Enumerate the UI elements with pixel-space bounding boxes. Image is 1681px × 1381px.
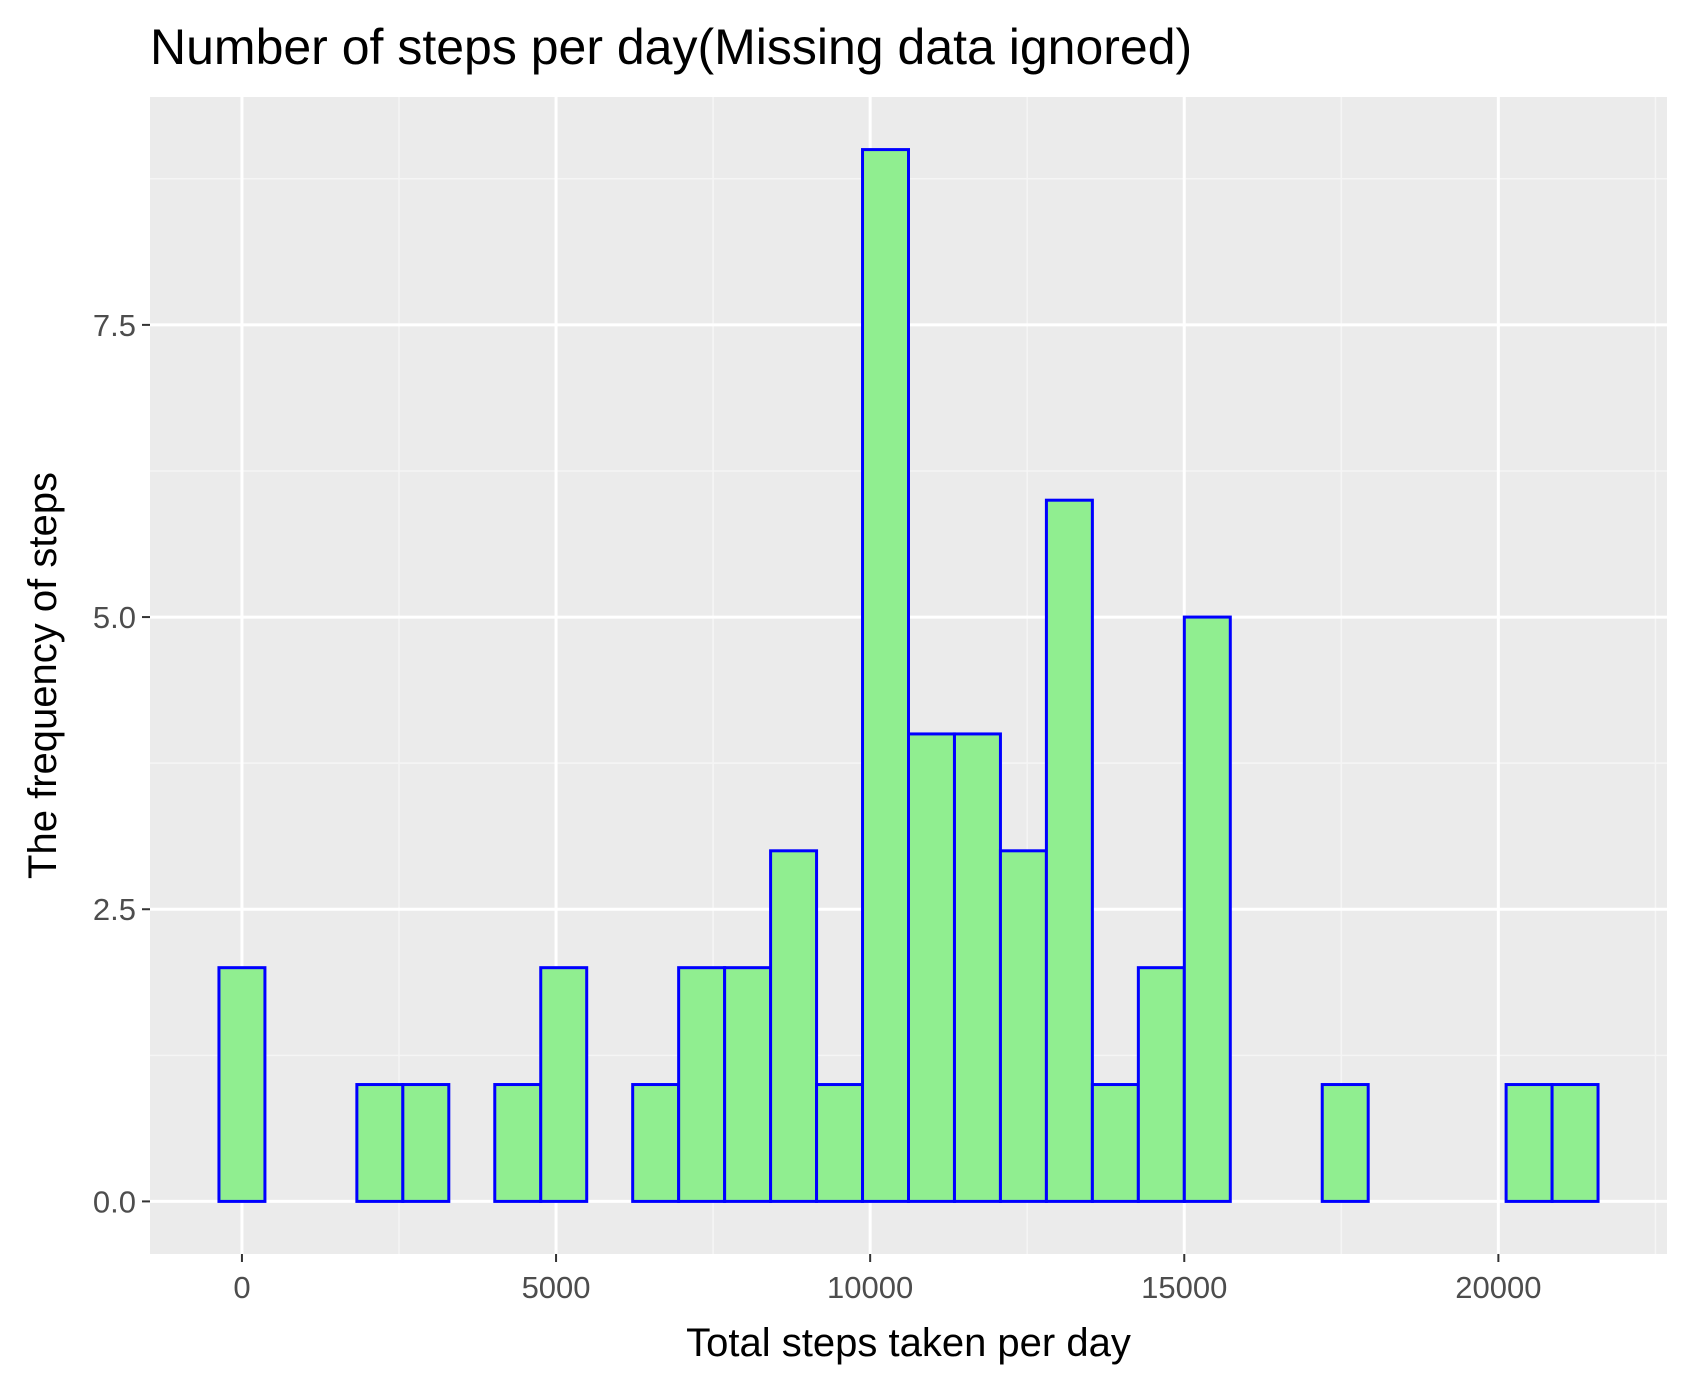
x-tick-label: 10000	[827, 1270, 913, 1305]
histogram-bar	[355, 1083, 405, 1203]
histogram-bar	[1090, 1083, 1140, 1203]
histogram-bar	[1136, 966, 1186, 1203]
y-axis-ticks: 0.0 2.5 5.0 7.5	[93, 308, 150, 1219]
histogram-bar	[907, 732, 956, 1203]
y-tick-label: 0.0	[93, 1184, 136, 1219]
histogram-bar	[861, 148, 910, 1203]
y-tick-label: 7.5	[93, 308, 136, 343]
y-tick-label: 5.0	[93, 600, 136, 635]
x-tick-label: 0	[233, 1270, 250, 1305]
x-tick-label: 15000	[1141, 1270, 1227, 1305]
histogram-bars	[217, 148, 1600, 1203]
histogram-bar	[631, 1083, 681, 1203]
y-axis-title: The frequency of steps	[21, 472, 65, 879]
histogram-bar	[723, 966, 773, 1203]
x-tick-label: 20000	[1455, 1270, 1541, 1305]
histogram-bar	[1044, 498, 1094, 1203]
x-tick-label: 5000	[522, 1270, 591, 1305]
histogram-bar	[1182, 615, 1232, 1203]
y-tick-label: 2.5	[93, 892, 136, 927]
histogram-bar	[952, 732, 1002, 1203]
histogram-bar	[539, 966, 589, 1203]
histogram-bar	[998, 849, 1048, 1203]
histogram-bar	[493, 1083, 543, 1203]
histogram-bar	[677, 966, 727, 1203]
histogram-bar	[401, 1083, 451, 1203]
histogram-bar	[1320, 1083, 1370, 1203]
x-axis-title: Total steps taken per day	[686, 1321, 1131, 1365]
histogram-bar	[769, 849, 819, 1203]
histogram-bar	[815, 1083, 865, 1203]
histogram-bar	[1550, 1083, 1600, 1203]
histogram-bar	[1504, 1083, 1554, 1203]
x-axis-ticks: 0 5000 10000 15000 20000	[233, 1254, 1541, 1305]
histogram-bar	[217, 966, 267, 1203]
chart-title: Number of steps per day(Missing data ign…	[150, 19, 1192, 75]
